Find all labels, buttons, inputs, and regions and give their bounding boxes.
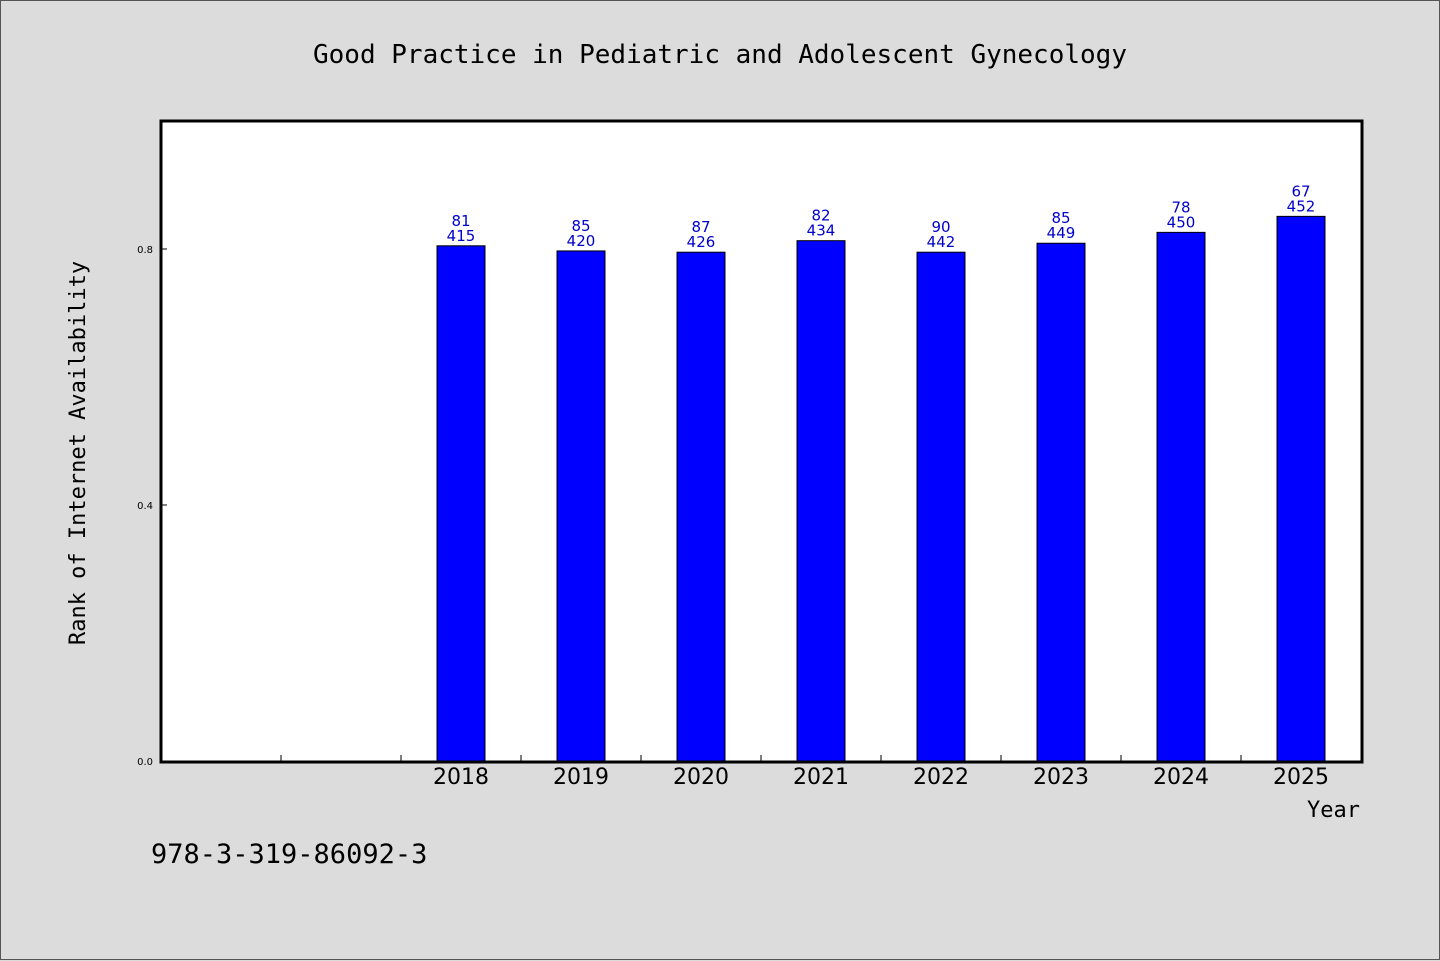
data-label-top-2024: 78 bbox=[1171, 198, 1190, 216]
x-tick-label-2020: 2020 bbox=[673, 765, 729, 790]
bar-2023 bbox=[1036, 242, 1086, 762]
y-axis-ticks: 0.0 0.4 0.8 bbox=[137, 245, 167, 768]
data-label-bottom-2020: 426 bbox=[687, 233, 716, 251]
data-label-bottom-2019: 420 bbox=[567, 232, 596, 250]
bar-2022 bbox=[916, 251, 966, 762]
x-axis-ticks: 2018 2019 2020 2021 2022 2023 2024 2025 bbox=[280, 755, 1362, 790]
data-label-bottom-2024: 450 bbox=[1167, 213, 1196, 231]
data-label-bottom-2021: 434 bbox=[807, 222, 836, 240]
bar-2019 bbox=[556, 250, 606, 762]
data-label-top-2020: 87 bbox=[691, 218, 710, 236]
x-tick-label-2022: 2022 bbox=[913, 765, 969, 790]
data-label-bottom-2018: 415 bbox=[447, 227, 476, 245]
data-label-top-2025: 67 bbox=[1291, 182, 1310, 200]
x-axis-label: Year bbox=[1307, 798, 1360, 823]
data-label-top-2018: 81 bbox=[451, 212, 470, 230]
isbn-text: 978-3-319-86092-3 bbox=[151, 839, 427, 870]
y-tick-label: 0.0 bbox=[137, 757, 153, 768]
x-tick-label-2023: 2023 bbox=[1033, 765, 1089, 790]
x-tick-label-2021: 2021 bbox=[793, 765, 849, 790]
bar-2018 bbox=[436, 245, 486, 762]
x-tick-label-2018: 2018 bbox=[433, 765, 489, 790]
bar-2025 bbox=[1276, 215, 1326, 762]
data-label-bottom-2023: 449 bbox=[1047, 224, 1076, 242]
data-label-bottom-2022: 442 bbox=[927, 233, 956, 251]
chart-title: Good Practice in Pediatric and Adolescen… bbox=[313, 40, 1127, 70]
x-tick-label-2019: 2019 bbox=[553, 765, 609, 790]
x-tick-label-2024: 2024 bbox=[1153, 765, 1209, 790]
y-tick-label: 0.4 bbox=[137, 501, 153, 512]
y-axis-label: Rank of Internet Availability bbox=[66, 261, 91, 645]
bar-2024 bbox=[1156, 231, 1206, 762]
data-label-bottom-2025: 452 bbox=[1287, 197, 1316, 215]
bars-group bbox=[436, 215, 1326, 762]
bar-2020 bbox=[676, 251, 726, 762]
data-label-top-2019: 85 bbox=[571, 217, 590, 235]
data-label-top-2021: 82 bbox=[811, 207, 830, 225]
bar-2021 bbox=[796, 240, 846, 762]
data-label-top-2023: 85 bbox=[1051, 209, 1070, 227]
data-label-top-2022: 90 bbox=[931, 218, 950, 236]
y-tick-label: 0.8 bbox=[137, 245, 153, 256]
x-tick-label-2025: 2025 bbox=[1273, 765, 1329, 790]
